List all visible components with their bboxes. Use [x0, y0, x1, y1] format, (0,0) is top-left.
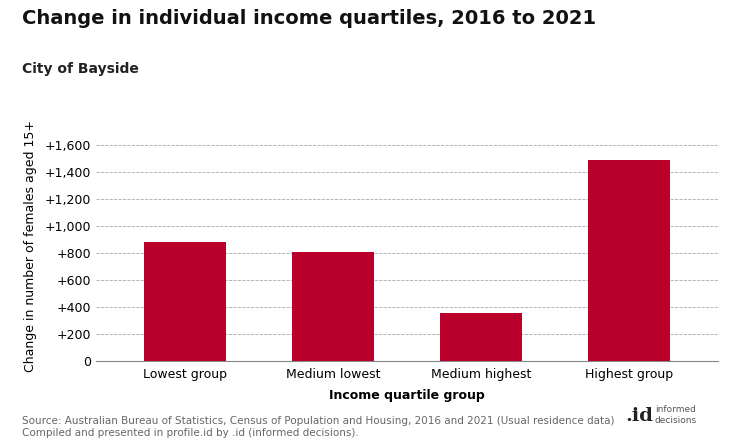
Bar: [588, 160, 670, 361]
Bar: [440, 313, 522, 361]
Text: Change in individual income quartiles, 2016 to 2021: Change in individual income quartiles, 2…: [22, 9, 596, 28]
Y-axis label: Change in number of females aged 15+: Change in number of females aged 15+: [24, 121, 36, 372]
X-axis label: Income quartile group: Income quartile group: [329, 389, 485, 402]
Text: informed
decisions: informed decisions: [655, 405, 697, 425]
Bar: [144, 242, 226, 361]
Bar: [292, 252, 374, 361]
Text: Source: Australian Bureau of Statistics, Census of Population and Housing, 2016 : Source: Australian Bureau of Statistics,…: [22, 416, 615, 438]
Text: City of Bayside: City of Bayside: [22, 62, 139, 76]
Text: .id: .id: [625, 407, 653, 425]
